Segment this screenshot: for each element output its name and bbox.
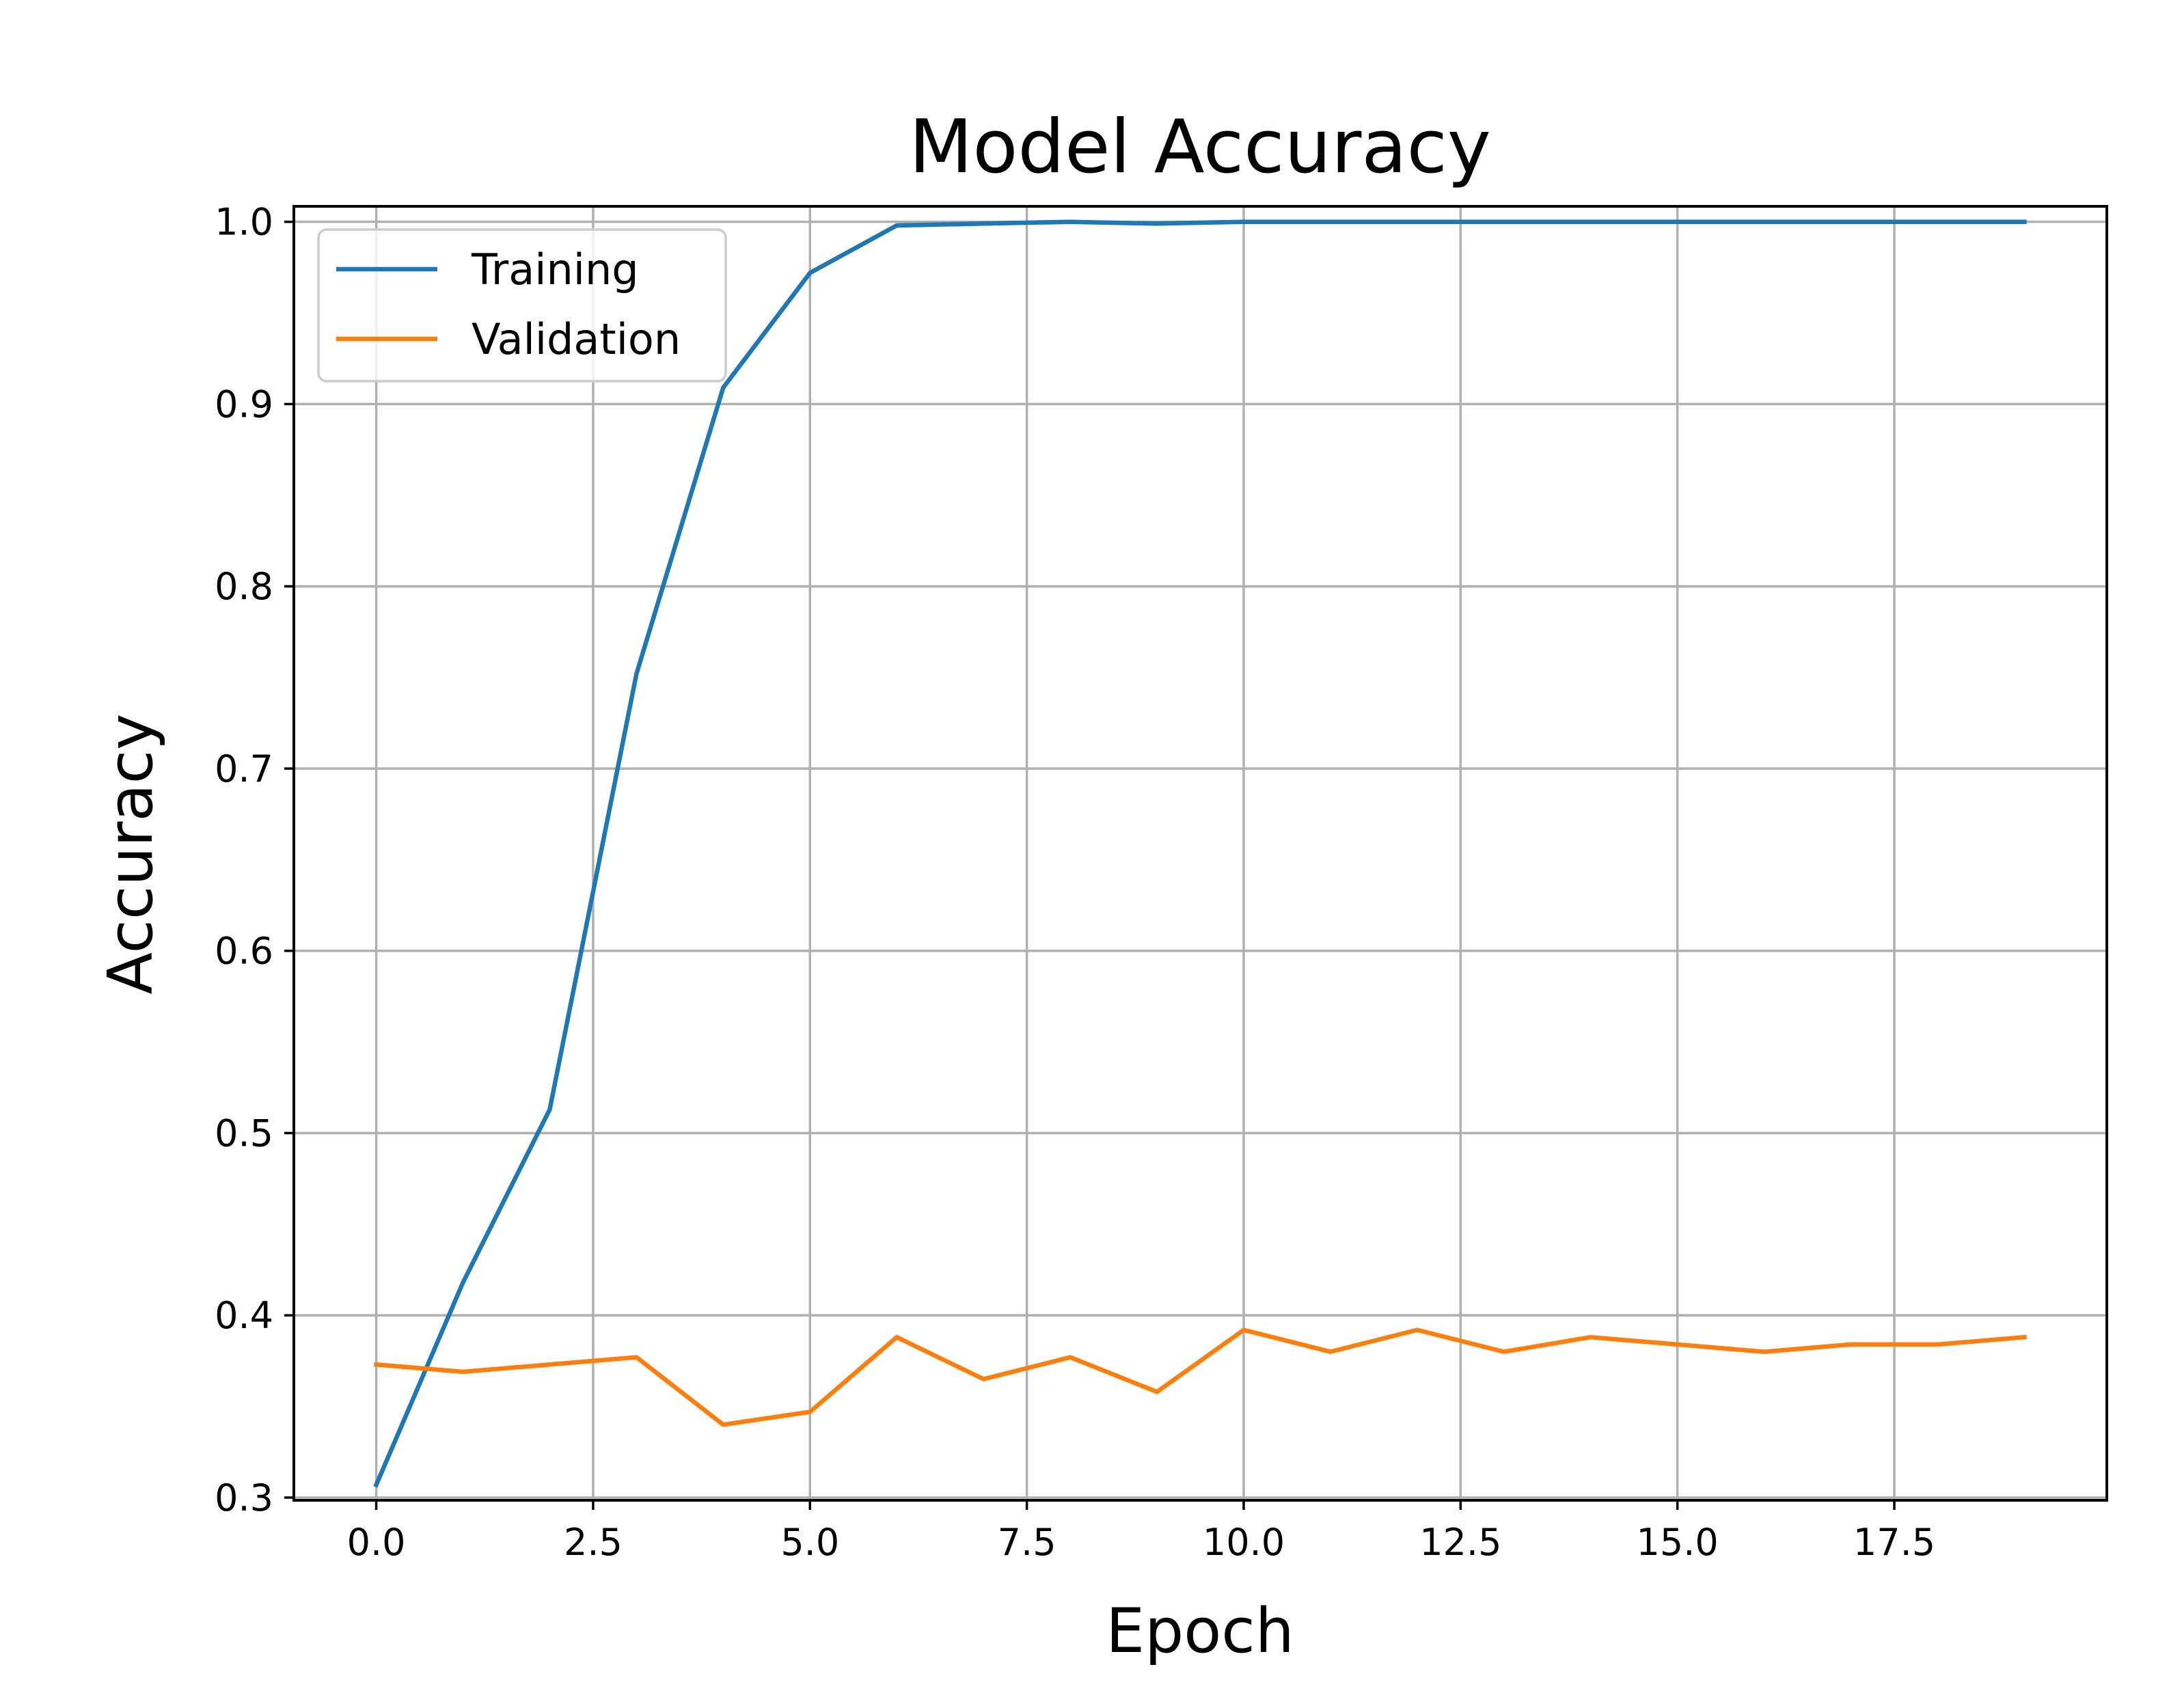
y-tick-label: 0.5 <box>215 1112 273 1155</box>
plot-frame <box>292 205 2108 1502</box>
series-layer <box>373 219 2027 1488</box>
series-line-training <box>373 219 2027 1488</box>
y-tick-label: 0.7 <box>215 747 273 790</box>
x-tick-label: 2.5 <box>564 1521 623 1564</box>
x-tick-label: 10.0 <box>1203 1521 1285 1564</box>
legend-label-validation: Validation <box>472 314 681 364</box>
x-tick-label: 15.0 <box>1637 1521 1719 1564</box>
chart-title: Model Accuracy <box>909 105 1491 190</box>
y-tick-label: 0.9 <box>215 383 273 426</box>
x-tick-label: 7.5 <box>998 1521 1056 1564</box>
y-tick-label: 0.3 <box>215 1476 273 1519</box>
grid-lines <box>294 206 2107 1500</box>
x-tick-label: 17.5 <box>1853 1521 1935 1564</box>
y-axis-title: Accuracy <box>95 714 167 995</box>
x-axis-title: Epoch <box>1106 1595 1294 1667</box>
x-tick-label: 12.5 <box>1419 1521 1501 1564</box>
y-tick-label: 0.4 <box>215 1294 273 1337</box>
y-tick-label: 0.8 <box>215 565 273 608</box>
series-line-validation <box>374 1327 2027 1427</box>
axis-ticks: 0.0 2.5 5.0 7.5 10.0 12.5 15.0 17.5 0.3 0.4 0.5 0.6… <box>215 201 1935 1564</box>
y-tick-label: 1.0 <box>215 201 273 244</box>
x-tick-label: 5.0 <box>780 1521 839 1564</box>
legend: Training Validation <box>317 228 727 383</box>
legend-label-training: Training <box>471 245 639 294</box>
y-tick-label: 0.6 <box>215 930 273 973</box>
x-tick-label: 0.0 <box>347 1521 406 1564</box>
